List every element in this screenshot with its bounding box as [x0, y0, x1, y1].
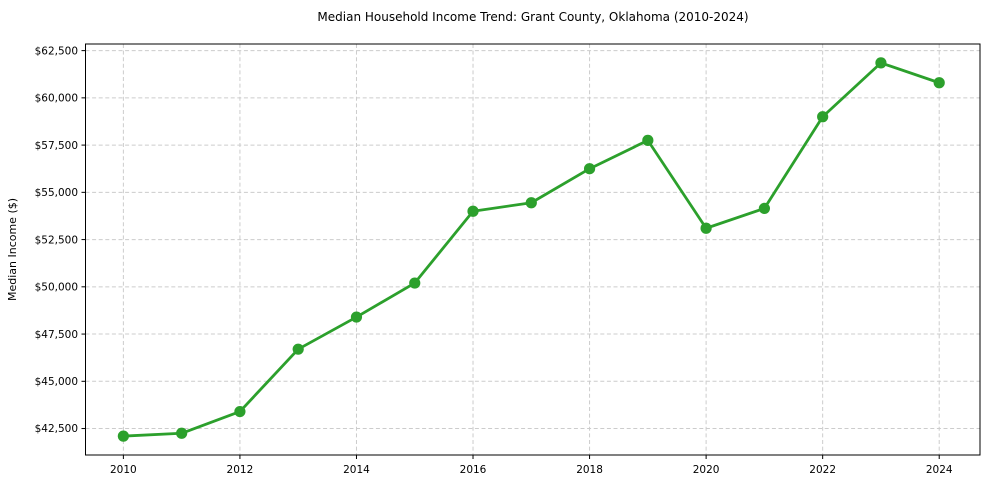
x-tick-label: 2018 [576, 464, 603, 476]
chart-title: Median Household Income Trend: Grant Cou… [317, 10, 748, 24]
x-tick-label: 2010 [110, 464, 137, 476]
data-point-2024 [933, 77, 945, 89]
trend-line [121, 61, 941, 438]
y-tick-label: $45,000 [35, 376, 78, 388]
data-point-2019 [642, 134, 654, 146]
y-tick-label: $47,500 [35, 329, 78, 341]
data-point-2018 [583, 163, 596, 175]
x-tick-label: 2024 [926, 464, 953, 476]
y-tick-label: $50,000 [35, 282, 78, 294]
x-tick-label: 2016 [460, 464, 487, 476]
data-point-2022 [817, 111, 829, 123]
plot-area: $42,500 $45,000 $47,500 $50,000 $52,500 $55,0… [35, 43, 981, 476]
x-tick-label: 2012 [227, 464, 254, 476]
data-point-2016 [467, 205, 479, 217]
x-tick-label: 2020 [693, 464, 720, 476]
data-point-2023 [875, 57, 887, 69]
x-tick-label: 2022 [809, 464, 836, 476]
plot-frame [85, 43, 981, 456]
data-point-2014 [350, 311, 363, 323]
y-tick-label: $62,500 [35, 45, 78, 57]
data-point-2013 [292, 343, 304, 355]
data-point-2017 [525, 197, 537, 209]
data-point-2011 [176, 427, 188, 439]
y-tick-label: $52,500 [35, 234, 78, 246]
data-point-2010 [117, 430, 129, 442]
y-axis-label: Median Income ($) [6, 198, 19, 301]
data-point-2020 [700, 222, 712, 234]
data-point-2015 [409, 277, 421, 289]
y-tick-label: $57,500 [35, 140, 78, 152]
data-point-2012 [234, 405, 246, 418]
y-tick-label: $60,000 [35, 93, 78, 105]
y-tick-label: $55,000 [35, 187, 78, 199]
data-point-2021 [758, 202, 770, 214]
x-tick-label: 2014 [343, 464, 370, 476]
y-tick-label: $42,500 [35, 423, 78, 435]
